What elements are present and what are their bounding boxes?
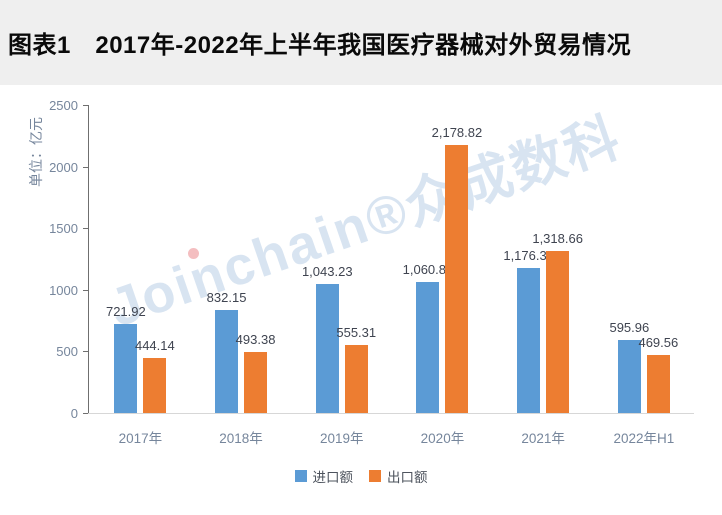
chart-title: 图表1 2017年-2022年上半年我国医疗器械对外贸易情况 (8, 32, 632, 59)
x-axis-label: 2021年 (521, 431, 565, 446)
x-axis-label: 2019年 (319, 431, 364, 446)
bar-value-label: 493.38 (235, 332, 276, 347)
bar-出口额-2022年H1 (646, 355, 670, 413)
legend-label: 出口额 (387, 470, 428, 485)
bar-value-label: 595.96 (609, 320, 650, 335)
y-axis-tick-label: 500 (56, 344, 78, 360)
watermark-i-dot (188, 248, 199, 259)
bar-出口额-2019年 (344, 345, 368, 413)
bar-value-label: 555.31 (336, 325, 377, 340)
y-axis-tick-label: 1500 (49, 221, 78, 237)
x-axis-label: 2020年 (420, 431, 465, 446)
bar-出口额-2018年 (244, 352, 268, 413)
bar-value-label: 469.56 (638, 335, 679, 350)
bar-进口额-2018年 (215, 310, 239, 413)
y-axis-tick-label: 1000 (49, 282, 78, 298)
legend-label: 进口额 (312, 470, 354, 485)
y-axis-tick-mark (83, 228, 88, 230)
bar-value-label: 1,060.87 (402, 262, 454, 277)
bar-value-label: 1,176.30 (503, 248, 554, 263)
bar-value-label: 2,178.82 (431, 125, 483, 140)
x-axis-label: 2022年H1 (613, 431, 675, 446)
x-axis-baseline (88, 413, 694, 414)
legend-item-出口额: 出口额 (369, 466, 428, 486)
y-axis-tick-mark (83, 351, 88, 353)
bar-出口额-2017年 (143, 358, 167, 413)
y-axis-tick-label: 0 (70, 406, 78, 421)
y-axis-tick-mark (83, 413, 88, 414)
y-axis-tick-label: 2500 (49, 98, 78, 113)
bar-value-label: 444.14 (134, 338, 175, 353)
bar-进口额-2020年 (416, 282, 440, 413)
bar-进口额-2021年 (517, 268, 541, 413)
y-axis-tick-label: 2000 (49, 159, 78, 175)
chart-title-bar: 图表1 2017年-2022年上半年我国医疗器械对外贸易情况 (0, 0, 722, 85)
bar-value-label: 721.92 (105, 304, 146, 319)
bar-进口额-2017年 (114, 324, 138, 413)
legend: 进口额 出口额 (0, 466, 722, 486)
x-axis-label: 2018年 (219, 431, 263, 446)
legend-swatch-进口额 (294, 470, 307, 482)
legend-item-进口额: 进口额 (294, 466, 354, 486)
bar-进口额-2019年 (315, 284, 339, 413)
legend-swatch-出口额 (369, 470, 381, 482)
y-axis-tick-mark (83, 105, 88, 106)
bar-出口额-2021年 (546, 251, 570, 413)
bar-value-label: 1,043.23 (301, 264, 353, 279)
bar-value-label: 832.15 (206, 290, 247, 305)
y-axis-tick-mark (83, 289, 88, 291)
bar-出口额-2020年 (445, 145, 469, 413)
y-axis-line (88, 105, 89, 413)
bar-value-label: 1,318.66 (532, 231, 583, 246)
y-axis-tick-mark (83, 166, 88, 168)
bar-进口额-2022年H1 (617, 340, 641, 413)
x-axis-label: 2017年 (118, 431, 163, 446)
